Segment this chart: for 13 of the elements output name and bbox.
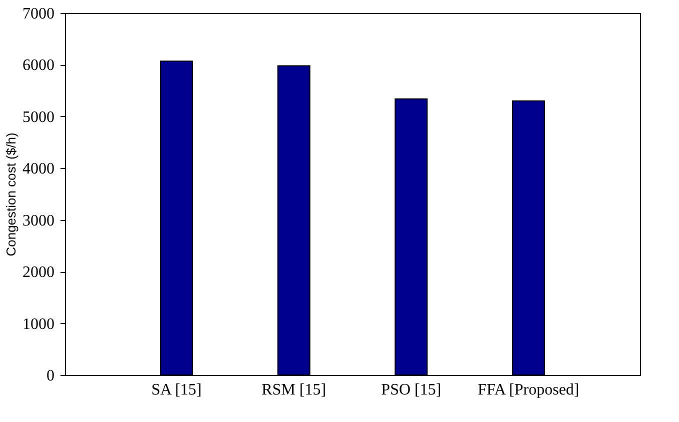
x-tick-label: FFA [Proposed] bbox=[478, 382, 580, 398]
y-tick-label: 5000 bbox=[22, 108, 54, 126]
y-tick-label: 4000 bbox=[22, 160, 54, 178]
y-tick-label: 0 bbox=[46, 368, 54, 384]
y-tick-label: 3000 bbox=[22, 212, 54, 230]
x-tick-label: SA [15] bbox=[151, 382, 202, 398]
y-tick-label: 2000 bbox=[22, 264, 54, 282]
y-axis-title: Congestion cost ($/h) bbox=[4, 132, 18, 256]
y-tick-label: 1000 bbox=[22, 316, 54, 333]
x-tick-label: PSO [15] bbox=[381, 382, 442, 398]
x-tick-label: RSM [15] bbox=[262, 382, 326, 398]
y-tick-label: 7000 bbox=[22, 6, 54, 22]
y-tick-label: 6000 bbox=[22, 57, 54, 74]
